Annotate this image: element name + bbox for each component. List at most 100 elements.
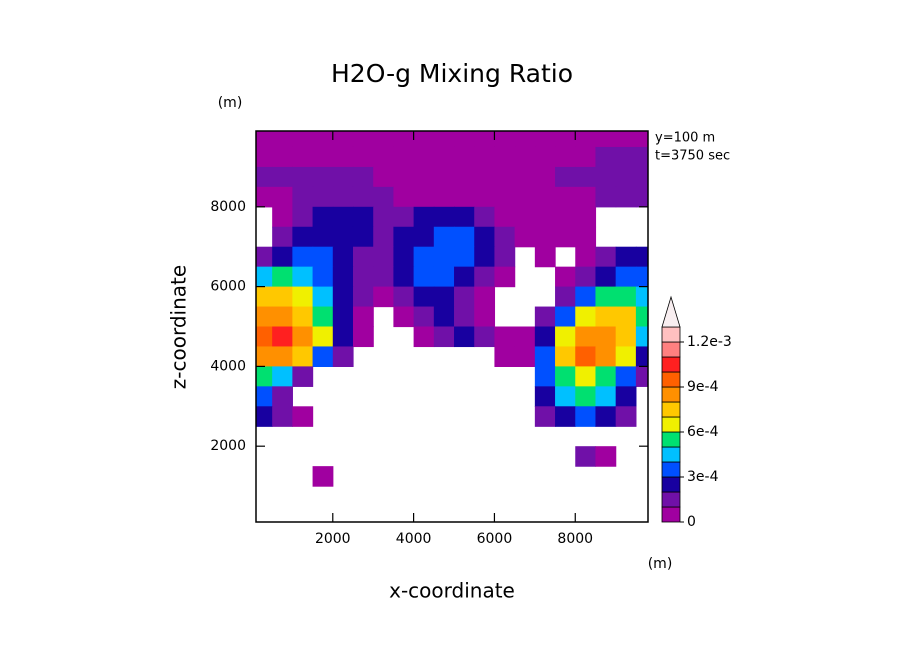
contour-cell [272,366,293,387]
contour-cell [272,166,293,188]
contour-cell [272,246,293,268]
contour-cell [256,366,273,387]
colorbar-box [661,506,681,523]
contour-cell [635,146,648,168]
contour-cell [595,326,617,348]
contour-cell [514,146,536,168]
contour-cell [595,266,617,288]
contour-cell [393,131,415,148]
contour-cell [615,346,637,367]
annotation: t=3750 sec [655,149,730,164]
contour-cell [595,186,617,208]
contour-cell [494,266,516,288]
contour-cell [256,406,273,427]
contour-field [256,131,648,487]
contour-cell [454,246,475,268]
contour-cell [433,206,455,228]
contour-cell [635,366,648,387]
contour-cell [454,131,475,148]
contour-cell [454,206,475,228]
contour-cell [413,186,435,208]
contour-cell [332,306,354,328]
contour-cell [312,346,334,367]
contour-cell [534,406,556,427]
contour-cell [393,146,415,168]
contour-cell [433,166,455,188]
y-tick-label: 6000 [210,279,246,295]
contour-cell [575,386,597,407]
contour-cell [352,146,374,168]
contour-cell [292,146,314,168]
contour-cell [575,146,597,168]
contour-cell [454,166,475,188]
contour-cell [393,166,415,188]
contour-cell [534,166,556,188]
contour-cell [373,166,395,188]
contour-cell [474,306,496,328]
contour-cell [373,226,395,248]
contour-cell [292,186,314,208]
contour-cell [555,346,576,367]
colorbar-overflow [661,295,681,328]
colorbar-box [661,401,681,418]
colorbar-box [661,371,681,388]
contour-cell [433,266,455,288]
y-tick-label: 4000 [210,358,246,374]
contour-cell [514,131,536,148]
colorbar-tick-label: 9e-4 [687,379,719,395]
contour-cell [256,246,273,268]
y-unit: (m) [218,95,243,111]
contour-cell [494,131,516,148]
contour-cell [332,206,354,228]
contour-cell [615,326,637,348]
contour-cell [474,146,496,168]
contour-cell [373,266,395,288]
contour-cell [615,131,637,148]
contour-cell [413,306,435,328]
contour-cell [454,286,475,308]
colorbar-box [661,431,681,448]
contour-cell [454,226,475,248]
contour-cell [373,131,395,148]
contour-cell [373,246,395,268]
x-axis-label: x-coordinate [389,579,515,603]
contour-cell [534,306,556,328]
contour-cell [292,286,314,308]
contour-cell [272,406,293,427]
contour-cell [575,131,597,148]
contour-cell [272,206,293,228]
contour-cell [514,346,536,367]
contour-cell [272,326,293,348]
contour-cell [514,166,536,188]
contour-cell [413,166,435,188]
contour-cell [635,166,648,188]
contour-cell [595,306,617,328]
colorbar-box [661,416,681,433]
contour-cell [595,406,617,427]
contour-cell [256,166,273,188]
contour-cell [575,286,597,308]
contour-cell [272,131,293,148]
contour-cell [575,186,597,208]
contour-cell [272,286,293,308]
contour-cell [555,306,576,328]
contour-cell [474,326,496,348]
contour-cell [635,306,648,328]
contour-cell [256,131,273,148]
contour-cell [494,146,516,168]
contour-cell [575,366,597,387]
contour-cell [534,386,556,407]
contour-cell [393,246,415,268]
contour-cell [433,286,455,308]
contour-cell [393,186,415,208]
contour-cell [256,266,273,288]
contour-cell [555,406,576,427]
contour-cell [332,326,354,348]
contour-cell [635,346,648,367]
contour-cell [454,326,475,348]
contour-cell [555,286,576,308]
contour-cell [635,131,648,148]
contour-cell [413,131,435,148]
y-tick-label: 2000 [210,438,246,454]
contour-cell [555,386,576,407]
